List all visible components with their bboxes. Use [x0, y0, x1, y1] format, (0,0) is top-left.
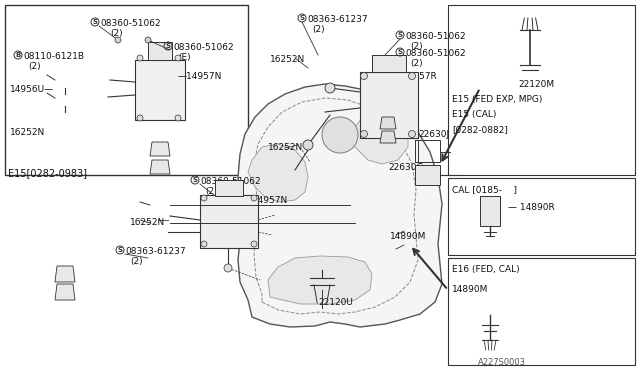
- Text: E15 (FED EXP, MPG): E15 (FED EXP, MPG): [452, 95, 542, 104]
- Text: 16252N: 16252N: [130, 218, 165, 227]
- Polygon shape: [352, 112, 408, 164]
- Bar: [448, 178, 635, 255]
- Text: 08360-51062: 08360-51062: [173, 43, 234, 52]
- Circle shape: [175, 115, 181, 121]
- Text: 22630G: 22630G: [388, 163, 424, 172]
- Circle shape: [201, 241, 207, 247]
- Polygon shape: [380, 117, 396, 129]
- Circle shape: [224, 264, 232, 272]
- Polygon shape: [268, 256, 372, 304]
- Text: 22120M: 22120M: [518, 80, 554, 89]
- Polygon shape: [150, 142, 170, 156]
- Polygon shape: [150, 160, 170, 174]
- Bar: [372, 55, 406, 72]
- Circle shape: [303, 140, 313, 150]
- Text: S: S: [118, 247, 122, 253]
- Bar: [415, 165, 440, 185]
- Text: CAL [0185-    ]: CAL [0185- ]: [452, 185, 517, 194]
- Text: 08363-61237: 08363-61237: [125, 247, 186, 256]
- Text: E15 (CAL): E15 (CAL): [452, 110, 497, 119]
- Text: S: S: [93, 19, 97, 25]
- Polygon shape: [380, 131, 396, 143]
- Text: 08360-51062: 08360-51062: [200, 177, 260, 186]
- Text: 08360-51062: 08360-51062: [100, 19, 161, 28]
- Text: [0282-0882]: [0282-0882]: [452, 125, 508, 134]
- Text: E15[0282-0983]: E15[0282-0983]: [8, 168, 87, 178]
- Text: 14890M: 14890M: [452, 285, 488, 294]
- Circle shape: [251, 195, 257, 201]
- Bar: [448, 5, 635, 175]
- Bar: [215, 180, 243, 196]
- Text: B: B: [15, 52, 20, 58]
- Text: 16252N: 16252N: [10, 128, 45, 137]
- Text: 16252N: 16252N: [268, 143, 303, 152]
- Bar: [135, 60, 185, 120]
- Circle shape: [322, 117, 358, 153]
- Text: — 14957R: — 14957R: [390, 72, 436, 81]
- Bar: [480, 196, 500, 226]
- Text: 08363-61237: 08363-61237: [307, 15, 367, 24]
- Circle shape: [360, 131, 367, 138]
- Text: 22120U: 22120U: [318, 298, 353, 307]
- Circle shape: [408, 131, 415, 138]
- Text: 08110-6121B: 08110-6121B: [23, 52, 84, 61]
- Text: 14890M: 14890M: [390, 232, 426, 241]
- Polygon shape: [55, 284, 75, 300]
- Text: S: S: [300, 15, 305, 21]
- Circle shape: [201, 195, 207, 201]
- Circle shape: [251, 241, 257, 247]
- Bar: [448, 258, 635, 365]
- Text: 08360-51062: 08360-51062: [405, 32, 466, 41]
- Text: 14956U—: 14956U—: [10, 85, 54, 94]
- Circle shape: [145, 37, 151, 43]
- Text: — 14890R: — 14890R: [508, 203, 555, 212]
- Text: A227S0003: A227S0003: [478, 358, 526, 367]
- Bar: [415, 140, 440, 162]
- Bar: [360, 72, 418, 138]
- Circle shape: [137, 115, 143, 121]
- Text: —14957N: —14957N: [178, 72, 222, 81]
- Text: (2): (2): [312, 25, 324, 34]
- Text: (2): (2): [410, 42, 422, 51]
- Circle shape: [115, 37, 121, 43]
- Polygon shape: [55, 266, 75, 282]
- Text: 16252N: 16252N: [270, 55, 305, 64]
- Circle shape: [137, 55, 143, 61]
- Text: S: S: [193, 177, 198, 183]
- Text: E16 (FED, CAL): E16 (FED, CAL): [452, 265, 520, 274]
- Text: S: S: [397, 32, 403, 38]
- Circle shape: [408, 73, 415, 80]
- Text: (2): (2): [205, 187, 218, 196]
- Bar: [148, 42, 172, 60]
- Circle shape: [325, 83, 335, 93]
- Text: (E): (E): [178, 53, 191, 62]
- Polygon shape: [238, 84, 442, 327]
- Bar: [200, 195, 258, 248]
- Text: (2): (2): [130, 257, 143, 266]
- Circle shape: [360, 73, 367, 80]
- Text: S: S: [166, 43, 170, 49]
- Text: (2): (2): [410, 59, 422, 68]
- Circle shape: [175, 55, 181, 61]
- Text: (2): (2): [110, 29, 123, 38]
- Polygon shape: [248, 144, 308, 202]
- Text: — 14957N: — 14957N: [240, 196, 287, 205]
- Text: 08360-51062: 08360-51062: [405, 49, 466, 58]
- Bar: [5, 5, 248, 175]
- Text: 22630J: 22630J: [418, 130, 449, 139]
- Text: S: S: [397, 49, 403, 55]
- Text: (2): (2): [28, 62, 40, 71]
